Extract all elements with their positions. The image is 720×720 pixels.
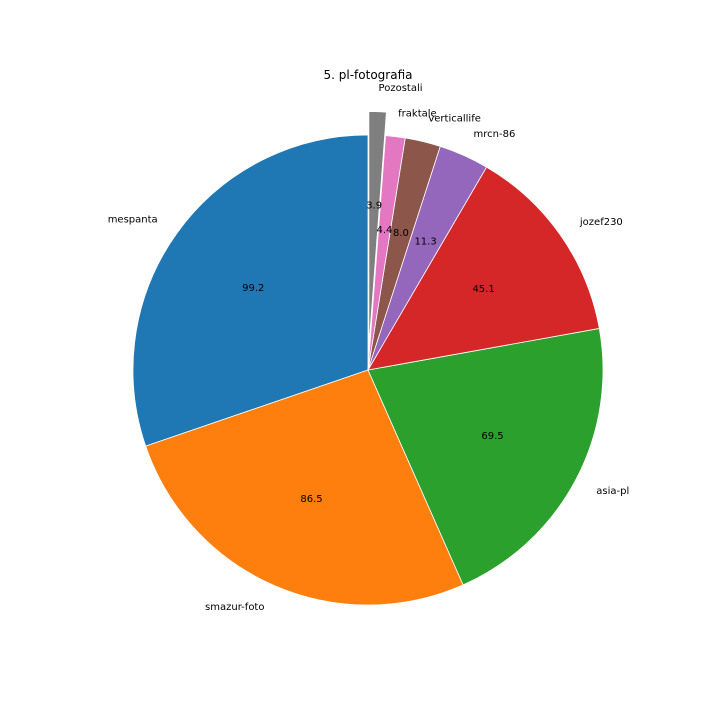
slice-label-jozef230: jozef230 — [579, 217, 623, 228]
value-label-jozef230: 45.1 — [472, 284, 494, 295]
pie-slices — [132, 111, 604, 606]
chart-title: 5. pl-fotografia — [324, 68, 413, 82]
pie-slice-smazur-foto — [145, 369, 464, 606]
value-label-fraktale: 4.4 — [376, 225, 392, 236]
pie-slice-asia-pl — [367, 328, 604, 586]
pie-slice-jozef230 — [367, 166, 600, 371]
value-label-asia-pl: 69.5 — [481, 431, 503, 442]
slice-label-fraktale: fraktale — [398, 108, 437, 119]
slice-label-mrcn-86: mrcn-86 — [474, 129, 516, 140]
slice-label-pozostali: Pozostali — [379, 83, 423, 94]
value-label-pozostali: 3.9 — [366, 201, 382, 212]
value-label-verticallife: 8.0 — [393, 228, 409, 239]
slice-label-smazur-foto: smazur-foto — [205, 602, 264, 613]
value-label-smazur-foto: 86.5 — [300, 494, 322, 505]
pie-labels: mespanta 99.2 smazur-foto 86.5 asia-pl 69.5 jo… — [108, 83, 630, 613]
value-label-mespanta: 99.2 — [242, 283, 264, 294]
slice-label-mespanta: mespanta — [108, 215, 158, 226]
pie-slice-fraktale — [367, 135, 406, 371]
slice-label-verticallife: verticallife — [428, 114, 481, 125]
pie-slice-mespanta — [132, 134, 369, 447]
slice-label-asia-pl: asia-pl — [596, 486, 629, 497]
value-label-mrcn-86: 11.3 — [414, 236, 436, 247]
pie-slice-pozostali — [368, 111, 387, 347]
